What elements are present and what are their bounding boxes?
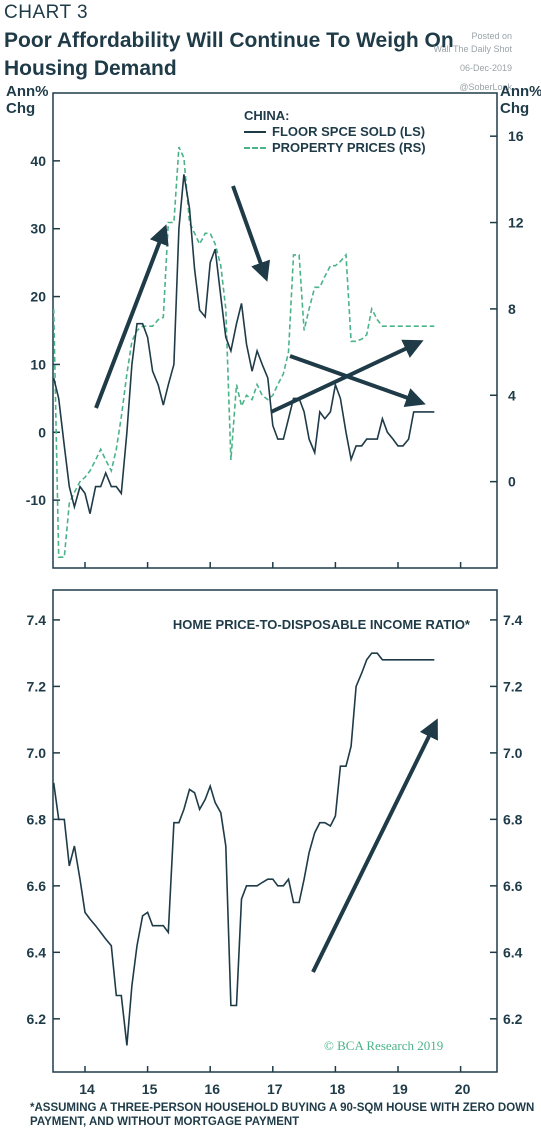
ratio-right-tick-label: 6.4 [503, 944, 523, 960]
right-axis-unit: Ann% Chg [500, 83, 541, 117]
property-prices-line [52, 146, 435, 559]
legend-title: CHINA: [244, 108, 290, 123]
ratio-right-tick-label: 7.0 [503, 745, 523, 761]
floor-space-sold-line [52, 174, 435, 514]
ratio-right-tick-label: 7.4 [503, 612, 523, 628]
ratio-left-tick-label: 6.4 [27, 944, 47, 960]
x-axis-tick-label: 15 [142, 1081, 158, 1097]
ratio-right-tick-label: 6.8 [503, 811, 523, 827]
ratio-left-tick-label: 6.8 [27, 811, 47, 827]
chart-number: CHART 3 [4, 2, 89, 23]
x-axis-tick-label: 18 [330, 1081, 346, 1097]
footnote: *ASSUMING A THREE-PERSON HOUSEHOLD BUYIN… [30, 1102, 535, 1128]
top-panel-frame [52, 92, 498, 569]
legend-item-floor-space: FLOOR SPCE SOLD (LS) [244, 124, 426, 140]
ratio-right-tick-label: 6.2 [503, 1011, 523, 1027]
ratio-left-tick-label: 7.2 [27, 678, 47, 694]
ratio-left-tick-label: 6.6 [27, 878, 47, 894]
left-axis-tick-label: 40 [30, 153, 46, 169]
ratio-right-tick-label: 7.2 [503, 678, 523, 694]
watermark-date: 06-Dec-2019 [459, 63, 512, 73]
left-axis-tick-label: -10 [26, 492, 46, 508]
right-axis-tick-label: 16 [508, 128, 524, 144]
legend-label-property-prices: PROPERTY PRICES (RS) [272, 140, 426, 155]
legend-item-property-prices: PROPERTY PRICES (RS) [244, 140, 426, 156]
right-axis-tick-label: 0 [508, 474, 516, 490]
ratio-left-tick-label: 7.4 [27, 612, 47, 628]
trend-arrow-up-ratio [311, 718, 438, 973]
trend-arrow-up-2018 [270, 339, 424, 414]
legend-label-floor-space: FLOOR SPCE SOLD (LS) [272, 124, 426, 139]
right-axis-tick-label: 8 [508, 301, 516, 317]
trend-arrow-down-2018 [289, 354, 426, 408]
left-axis-tick-label: 0 [38, 424, 46, 440]
left-axis-tick-label: 30 [30, 221, 46, 237]
left-axis-tick-label: 10 [30, 356, 46, 372]
legend-dashed-line-icon [244, 147, 266, 149]
x-axis-tick-label: 20 [455, 1081, 471, 1097]
x-axis-tick-label: 16 [204, 1081, 220, 1097]
bottom-panel-frame [52, 589, 498, 1073]
copyright-credit: © BCA Research 2019 [324, 1038, 444, 1053]
right-axis-tick-label: 12 [508, 215, 524, 231]
ratio-panel-title: HOME PRICE-TO-DISPOSABLE INCOME RATIO* [173, 617, 471, 632]
trend-arrow-down-2016 [231, 185, 271, 282]
left-axis-tick-label: 20 [30, 289, 46, 305]
ratio-left-tick-label: 7.0 [27, 745, 47, 761]
trend-arrow-up-2014 [94, 224, 169, 409]
trend-arrows [94, 185, 438, 973]
chart-title: Poor Affordability Will Continue To Weig… [4, 29, 454, 80]
price-income-ratio-line [52, 652, 435, 1046]
right-axis-tick-label: 4 [508, 387, 516, 403]
legend: CHINA: FLOOR SPCE SOLD (LS) PROPERTY PRI… [244, 108, 426, 156]
legend-solid-line-icon [244, 131, 266, 133]
ratio-right-tick-label: 6.6 [503, 878, 523, 894]
watermark-source: Wall The Daily Shot [433, 44, 512, 54]
x-axis-tick-label: 14 [79, 1081, 95, 1097]
ratio-left-tick-label: 6.2 [27, 1011, 47, 1027]
watermark-posted: Posted on [471, 31, 512, 41]
left-axis-unit: Ann% Chg [6, 83, 49, 117]
x-axis-tick-label: 19 [392, 1081, 408, 1097]
watermark-handle: @SoberLook [459, 82, 512, 92]
x-axis-tick-label: 17 [267, 1081, 283, 1097]
